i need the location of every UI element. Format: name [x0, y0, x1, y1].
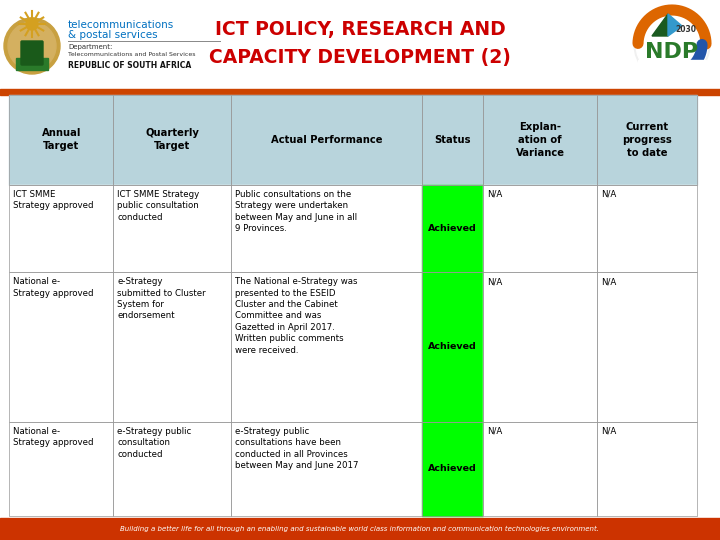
Bar — [113, 95, 231, 185]
Circle shape — [636, 8, 708, 80]
Circle shape — [634, 6, 710, 82]
Bar — [638, 60, 706, 82]
Text: e-Strategy public
consultation
conducted: e-Strategy public consultation conducted — [117, 427, 192, 458]
Bar — [597, 95, 697, 185]
Circle shape — [26, 18, 38, 30]
Text: Achieved: Achieved — [428, 224, 477, 233]
Bar — [231, 185, 422, 272]
Bar — [231, 422, 422, 516]
Bar — [9, 95, 113, 185]
Text: Status: Status — [434, 135, 471, 145]
Text: e-Strategy
submitted to Cluster
System for
endorsement: e-Strategy submitted to Cluster System f… — [117, 277, 206, 321]
Bar — [597, 272, 697, 422]
Bar — [597, 185, 697, 272]
Bar — [597, 422, 697, 516]
Bar — [422, 95, 483, 185]
Text: National e-
Strategy approved: National e- Strategy approved — [14, 277, 94, 298]
Bar — [422, 185, 483, 272]
Bar — [483, 95, 597, 185]
Bar — [231, 95, 422, 185]
Text: The National e-Strategy was
presented to the ESEID
Cluster and the Cabinet
Commi: The National e-Strategy was presented to… — [235, 277, 357, 355]
Bar — [9, 272, 113, 422]
Bar — [483, 272, 597, 422]
Text: N/A: N/A — [601, 427, 616, 436]
Bar — [231, 272, 422, 422]
Bar — [9, 185, 113, 272]
Bar — [113, 422, 231, 516]
Bar — [483, 422, 597, 516]
Text: NDP: NDP — [645, 42, 698, 62]
Bar — [422, 272, 483, 422]
Bar — [483, 422, 597, 516]
Bar — [231, 95, 422, 185]
Bar — [422, 185, 483, 272]
Text: Achieved: Achieved — [428, 342, 477, 352]
Bar — [113, 422, 231, 516]
Text: Annual
Target: Annual Target — [42, 129, 81, 151]
Text: N/A: N/A — [601, 277, 616, 286]
Text: Department:: Department: — [68, 44, 112, 50]
Bar — [483, 272, 597, 422]
Text: Current
progress
to date: Current progress to date — [622, 122, 672, 158]
Bar — [9, 95, 113, 185]
Circle shape — [4, 18, 60, 74]
Bar — [0, 0, 720, 90]
Text: ICT SMME Strategy
public consultation
conducted: ICT SMME Strategy public consultation co… — [117, 190, 199, 221]
Text: National e-
Strategy approved: National e- Strategy approved — [14, 427, 94, 447]
Bar — [113, 272, 231, 422]
Text: Telecommunications and Postal Services: Telecommunications and Postal Services — [68, 52, 196, 57]
Text: N/A: N/A — [487, 427, 503, 436]
Bar — [113, 95, 231, 185]
Bar — [9, 422, 113, 516]
Bar — [113, 185, 231, 272]
Bar — [9, 185, 113, 272]
Bar — [9, 422, 113, 516]
Bar — [231, 185, 422, 272]
Bar — [113, 272, 231, 422]
Bar — [597, 95, 697, 185]
Text: Actual Performance: Actual Performance — [271, 135, 382, 145]
Bar — [422, 422, 483, 516]
Bar — [483, 95, 597, 185]
Text: e-Strategy public
consultations have been
conducted in all Provinces
between May: e-Strategy public consultations have bee… — [235, 427, 359, 470]
Text: N/A: N/A — [487, 190, 503, 199]
Text: ICT SMME
Strategy approved: ICT SMME Strategy approved — [14, 190, 94, 210]
Text: Quarterly
Target: Quarterly Target — [145, 129, 199, 151]
Circle shape — [8, 22, 56, 70]
Bar — [422, 272, 483, 422]
Text: CAPACITY DEVELOPMENT (2): CAPACITY DEVELOPMENT (2) — [209, 49, 511, 68]
Bar — [113, 185, 231, 272]
Bar — [231, 422, 422, 516]
Bar — [0, 518, 720, 540]
Polygon shape — [652, 14, 668, 36]
Text: telecommunications: telecommunications — [68, 20, 174, 30]
Text: N/A: N/A — [487, 277, 503, 286]
Text: N/A: N/A — [601, 190, 616, 199]
Text: Explan-
ation of
Variance: Explan- ation of Variance — [516, 122, 564, 158]
Bar — [9, 272, 113, 422]
Text: & postal services: & postal services — [68, 30, 158, 40]
Bar — [0, 89, 720, 95]
Bar — [483, 185, 597, 272]
Bar — [597, 272, 697, 422]
Bar — [422, 95, 483, 185]
Text: Building a better life for all through an enabling and sustainable world class i: Building a better life for all through a… — [120, 526, 600, 532]
Bar — [483, 185, 597, 272]
Bar — [422, 422, 483, 516]
FancyBboxPatch shape — [21, 41, 43, 65]
Bar — [597, 422, 697, 516]
Text: REPUBLIC OF SOUTH AFRICA: REPUBLIC OF SOUTH AFRICA — [68, 61, 192, 70]
Text: Achieved: Achieved — [428, 464, 477, 474]
Bar — [597, 185, 697, 272]
Text: Public consultations on the
Strategy were undertaken
between May and June in all: Public consultations on the Strategy wer… — [235, 190, 357, 233]
Text: 2030: 2030 — [675, 25, 696, 35]
Bar — [231, 272, 422, 422]
Text: ICT POLICY, RESEARCH AND: ICT POLICY, RESEARCH AND — [215, 21, 505, 39]
Polygon shape — [668, 14, 682, 36]
Bar — [16, 58, 48, 70]
